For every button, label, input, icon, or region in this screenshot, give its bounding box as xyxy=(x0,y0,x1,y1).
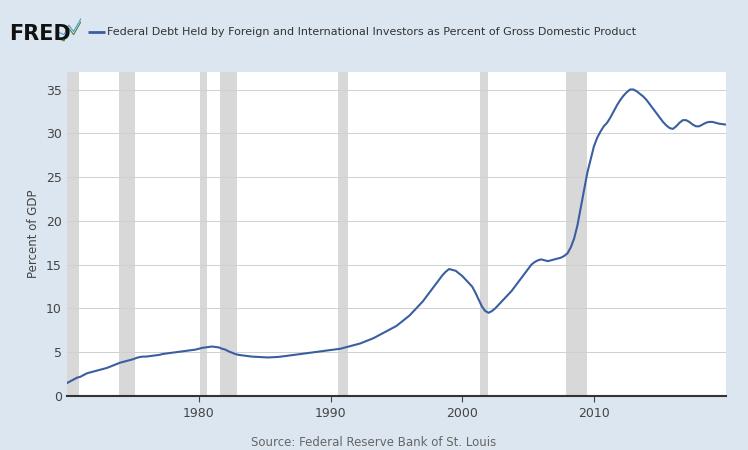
Bar xyxy=(119,72,135,396)
Y-axis label: Percent of GDP: Percent of GDP xyxy=(28,190,40,278)
Bar xyxy=(200,72,206,396)
Text: Federal Debt Held by Foreign and International Investors as Percent of Gross Dom: Federal Debt Held by Foreign and Interna… xyxy=(107,27,636,37)
Text: Source: Federal Reserve Bank of St. Louis: Source: Federal Reserve Bank of St. Loui… xyxy=(251,436,497,449)
Bar xyxy=(338,72,348,396)
Bar xyxy=(220,72,237,396)
Bar xyxy=(479,72,488,396)
Bar xyxy=(566,72,587,396)
Text: FRED: FRED xyxy=(9,24,71,44)
Bar xyxy=(67,72,79,396)
